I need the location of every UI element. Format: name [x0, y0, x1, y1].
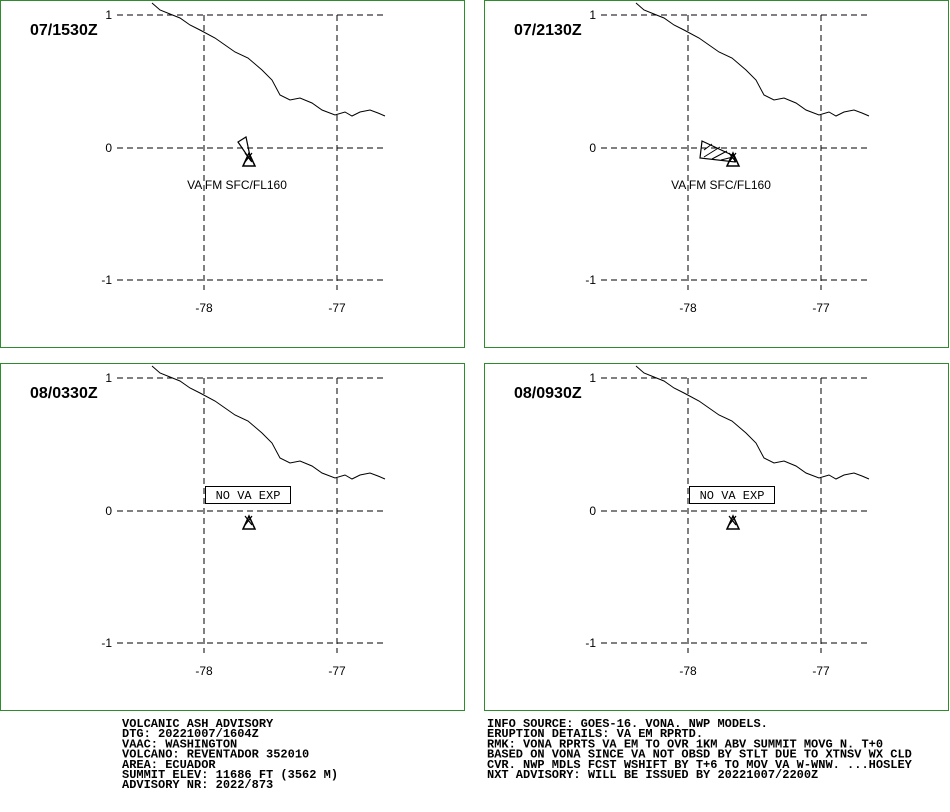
- advisory-line: BASED ON VONA SINCE VA NOT OBSD BY STLT …: [487, 748, 912, 762]
- ash-label: VA FM SFC/FL160: [187, 178, 287, 192]
- valid-time: 08/0330Z: [30, 385, 98, 402]
- panel: 1 0 -1 -78 -77 07/2130Z VA FM SFC/FL160: [484, 0, 949, 348]
- lon-label: -78: [679, 664, 697, 678]
- ash-hatch: [703, 143, 734, 161]
- advisory-line: DTG: 20221007/1604Z: [122, 727, 259, 741]
- lat-label: -1: [101, 273, 112, 287]
- lon-label: -78: [195, 664, 213, 678]
- lon-label: -78: [679, 301, 697, 315]
- volcano: [241, 514, 257, 530]
- volcano: [241, 151, 257, 167]
- advisory-line: INFO SOURCE: GOES-16. VONA. NWP MODELS.: [487, 717, 768, 731]
- advisory-line: VAAC: WASHINGTON: [122, 737, 237, 751]
- ash-area: [699, 140, 736, 163]
- volcano-mark: [728, 515, 737, 526]
- panel-frame: [0, 363, 465, 711]
- advisory-line: VOLCANIC ASH ADVISORY: [122, 717, 274, 731]
- advisory-line: RMK: VONA RPRTS VA EM TO OVR 1KM ABV SUM…: [487, 737, 883, 751]
- advisory-line: VOLCANO: REVENTADOR 352010: [122, 748, 309, 762]
- panel: 1 0 -1 -78 -77 07/1530Z VA FM SFC/FL160: [0, 0, 465, 348]
- label-box: [205, 486, 291, 504]
- volcano-mark: [244, 515, 253, 526]
- lat-label: 1: [105, 8, 112, 22]
- lat-label: 1: [589, 371, 596, 385]
- lat-label: -1: [585, 636, 596, 650]
- lon-label: -77: [812, 301, 830, 315]
- lat-label: 1: [105, 371, 112, 385]
- volcano: [725, 514, 741, 530]
- panel: 1 0 -1 -78 -77 08/0930Z NO VA EXP: [484, 363, 949, 711]
- coastline: [635, 365, 870, 480]
- valid-time: 07/2130Z: [514, 22, 582, 39]
- lon-label: -77: [328, 664, 346, 678]
- lat-label: 0: [589, 504, 596, 518]
- advisory-line: ADVISORY NR: 2022/873: [122, 778, 273, 792]
- label-box: [689, 486, 775, 504]
- lat-label: 0: [105, 141, 112, 155]
- lat-label: -1: [585, 273, 596, 287]
- lat-label: 0: [105, 504, 112, 518]
- lat-label: 0: [589, 141, 596, 155]
- lat-label: 1: [589, 8, 596, 22]
- coastline: [635, 2, 870, 117]
- ash-label: NO VA EXP: [216, 489, 281, 503]
- panel-frame: [0, 0, 465, 348]
- advisory-line: ERUPTION DETAILS: VA EM RPRTD.: [487, 727, 703, 741]
- coastline: [151, 365, 386, 480]
- coastline: [151, 2, 386, 117]
- lon-label: -77: [812, 664, 830, 678]
- panel-frame: [484, 363, 949, 711]
- advisory-line: CVR. NWP MDLS FCST WSHIFT BY T+6 TO MOV …: [487, 758, 913, 772]
- lon-label: -77: [328, 301, 346, 315]
- panel: 1 0 -1 -78 -77 08/0330Z NO VA EXP: [0, 363, 465, 711]
- advisory-line: SUMMIT ELEV: 11686 FT (3562 M): [122, 768, 338, 782]
- advisory-line: NXT ADVISORY: WILL BE ISSUED BY 20221007…: [487, 768, 818, 782]
- volcano: [725, 151, 741, 167]
- panel-frame: [484, 0, 949, 348]
- ash-label: VA FM SFC/FL160: [671, 178, 771, 192]
- lon-label: -78: [195, 301, 213, 315]
- ash-label: NO VA EXP: [700, 489, 765, 503]
- advisory-line: AREA: ECUADOR: [122, 758, 216, 772]
- lat-label: -1: [101, 636, 112, 650]
- valid-time: 07/1530Z: [30, 22, 98, 39]
- valid-time: 08/0930Z: [514, 385, 582, 402]
- ash-area: [237, 136, 252, 162]
